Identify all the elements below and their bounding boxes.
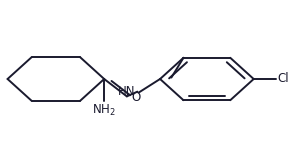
Text: HN: HN (118, 85, 135, 98)
Text: O: O (132, 91, 141, 104)
Text: NH$_2$: NH$_2$ (92, 103, 116, 118)
Text: Cl: Cl (278, 73, 289, 85)
